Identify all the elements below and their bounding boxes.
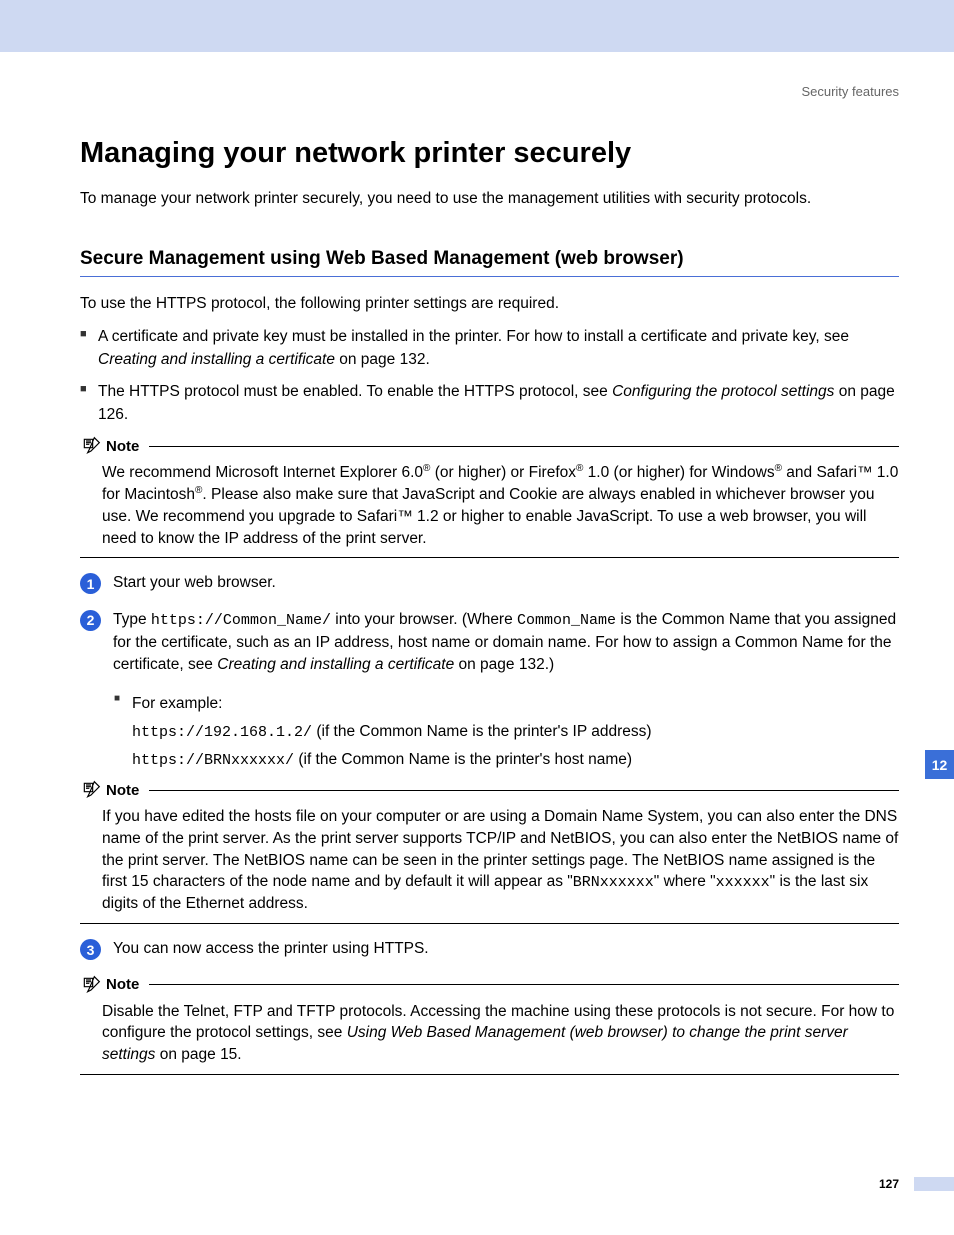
intro-paragraph: To manage your network printer securely,… — [80, 188, 899, 210]
text: into your browser. (Where — [331, 611, 517, 628]
text: (if the Common Name is the printer's IP … — [312, 723, 652, 740]
example-item: https://BRNxxxxxx/ (if the Common Name i… — [132, 746, 899, 774]
text: on page 15. — [155, 1046, 241, 1063]
code-text: xxxxxx — [716, 874, 770, 891]
requirements-list: A certificate and private key must be in… — [80, 326, 899, 426]
xref-link[interactable]: Creating and installing a certificate — [98, 351, 335, 368]
code-text: https://192.168.1.2/ — [132, 724, 312, 741]
text: on page 132. — [335, 351, 430, 368]
xref-link[interactable]: Configuring the protocol settings — [612, 383, 834, 400]
https-intro: To use the HTTPS protocol, the following… — [80, 293, 899, 315]
example-label: For example: — [132, 690, 899, 718]
note-bottom-rule — [80, 557, 899, 558]
section-rule — [80, 276, 899, 277]
note-bottom-rule — [80, 923, 899, 924]
text: The HTTPS protocol must be enabled. To e… — [98, 383, 612, 400]
text: " where " — [654, 873, 716, 890]
note-icon — [80, 436, 102, 456]
section-heading: Secure Management using Web Based Manage… — [80, 248, 899, 270]
note-rule — [149, 984, 899, 985]
example-list: For example: https://192.168.1.2/ (if th… — [80, 690, 899, 774]
top-bar — [0, 0, 954, 52]
page-title: Managing your network printer securely — [80, 137, 899, 170]
step: 3 You can now access the printer using H… — [80, 938, 899, 960]
note-bottom-rule — [80, 1074, 899, 1075]
note-rule — [149, 790, 899, 791]
list-item: A certificate and private key must be in… — [98, 326, 899, 371]
note-header: Note — [80, 975, 899, 995]
step-text: You can now access the printer using HTT… — [113, 938, 899, 960]
chapter-tab: 12 — [925, 750, 954, 779]
code-text: https://BRNxxxxxx/ — [132, 752, 294, 769]
note-rule — [149, 446, 899, 447]
note-header: Note — [80, 780, 899, 800]
text: Type — [113, 611, 151, 628]
note-body: Disable the Telnet, FTP and TFTP protoco… — [80, 1001, 899, 1066]
step: 2 Type https://Common_Name/ into your br… — [80, 609, 899, 677]
step-number-badge: 1 — [80, 573, 101, 594]
step-text: Start your web browser. — [113, 572, 899, 594]
running-header: Security features — [80, 84, 899, 99]
page-content: Security features Managing your network … — [0, 52, 954, 1075]
list-item: The HTTPS protocol must be enabled. To e… — [98, 381, 899, 426]
note-label: Note — [106, 976, 139, 993]
text: on page 132.) — [454, 656, 554, 673]
example-item: https://192.168.1.2/ (if the Common Name… — [132, 718, 899, 746]
code-text: BRNxxxxxx — [573, 874, 654, 891]
note-icon — [80, 780, 102, 800]
code-text: Common_Name — [517, 612, 616, 629]
note-block: Note We recommend Microsoft Internet Exp… — [80, 436, 899, 558]
page-number: 127 — [879, 1177, 899, 1191]
page-number-bar — [914, 1177, 954, 1191]
step: 1 Start your web browser. — [80, 572, 899, 594]
note-body: If you have edited the hosts file on you… — [80, 806, 899, 915]
code-text: https://Common_Name/ — [151, 612, 331, 629]
text: (if the Common Name is the printer's hos… — [294, 751, 632, 768]
note-block: Note If you have edited the hosts file o… — [80, 780, 899, 924]
step-text: Type https://Common_Name/ into your brow… — [113, 609, 899, 677]
note-icon — [80, 975, 102, 995]
note-block: Note Disable the Telnet, FTP and TFTP pr… — [80, 975, 899, 1075]
note-body: We recommend Microsoft Internet Explorer… — [80, 462, 899, 549]
step-number-badge: 3 — [80, 939, 101, 960]
step-number-badge: 2 — [80, 610, 101, 631]
text: A certificate and private key must be in… — [98, 328, 849, 345]
note-label: Note — [106, 438, 139, 455]
note-label: Note — [106, 782, 139, 799]
note-header: Note — [80, 436, 899, 456]
xref-link[interactable]: Creating and installing a certificate — [217, 656, 454, 673]
